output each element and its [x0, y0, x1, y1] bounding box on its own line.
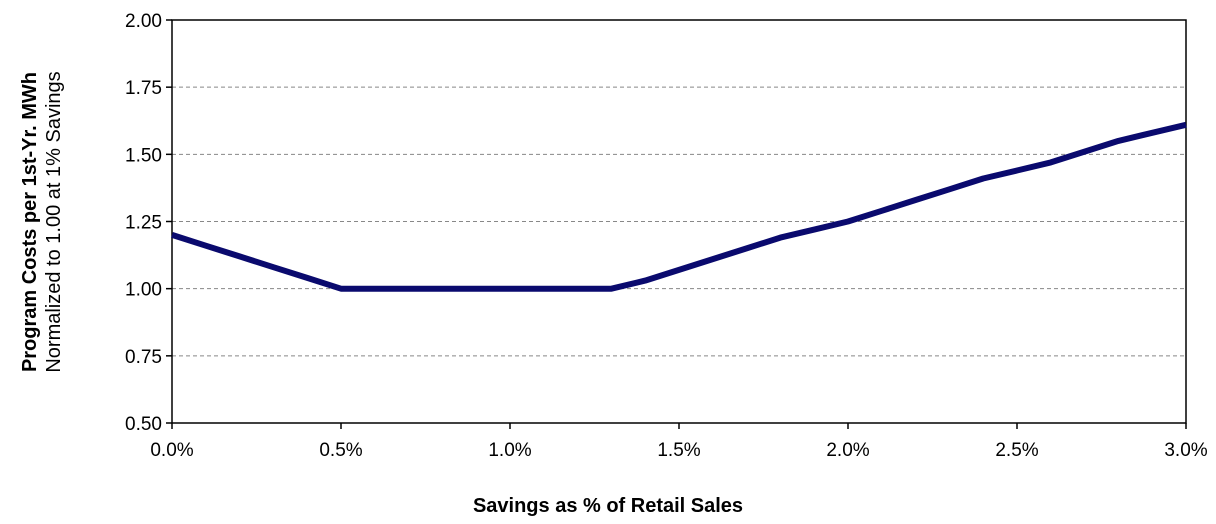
y-axis-sublabel-group: Normalized to 1.00 at 1% Savings — [43, 71, 65, 372]
axis-ticks — [166, 19, 1187, 429]
x-tick-label: 1.5% — [657, 440, 700, 461]
x-tick-label: 2.5% — [995, 440, 1038, 461]
series-line — [171, 121, 1187, 292]
x-tick-label: 3.0% — [1164, 440, 1207, 461]
y-axis-label-group: Program Costs per 1st-Yr. MWh — [19, 72, 41, 372]
y-tick-label: 0.50 — [125, 414, 162, 435]
y-tick-label: 1.50 — [125, 145, 162, 166]
x-tick-label: 2.0% — [826, 440, 869, 461]
x-tick-label: 1.0% — [488, 440, 531, 461]
x-tick-label: 0.0% — [150, 440, 193, 461]
x-axis-label: Savings as % of Retail Sales — [473, 495, 743, 517]
series-layer — [171, 121, 1187, 292]
gridlines — [172, 86, 1186, 357]
x-tick-label: 0.5% — [319, 440, 362, 461]
x-tick-labels: 0.0% 0.5% 1.0% 1.5% 2.0% 2.5% 3.0% — [150, 440, 1207, 461]
y-tick-label: 1.75 — [125, 78, 162, 99]
y-axis-sublabel: Normalized to 1.00 at 1% Savings — [43, 71, 65, 372]
y-tick-label: 1.00 — [125, 280, 162, 301]
y-axis-label: Program Costs per 1st-Yr. MWh — [19, 72, 41, 372]
y-tick-label: 1.25 — [125, 213, 162, 234]
y-tick-label: 2.00 — [125, 11, 162, 32]
y-tick-label: 0.75 — [125, 347, 162, 368]
y-tick-labels: 0.50 0.75 1.00 1.25 1.50 1.75 2.00 — [125, 11, 162, 435]
